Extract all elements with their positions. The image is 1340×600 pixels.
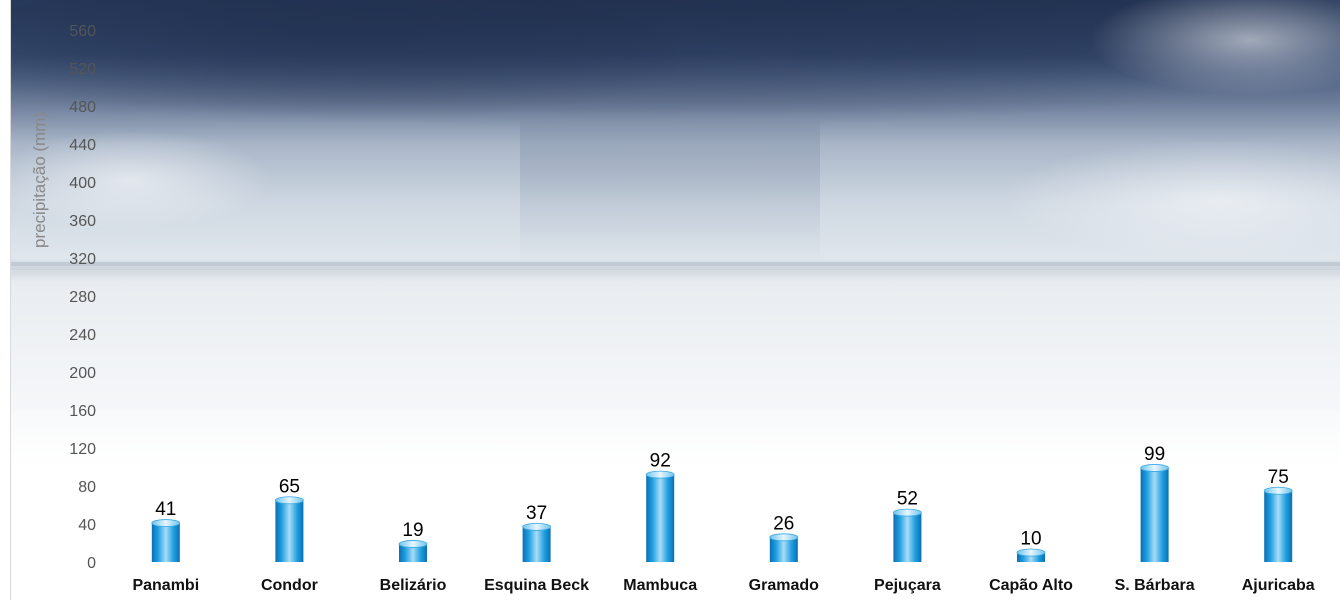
x-axis: Panambi Condor Belizário Esquina Beck Mambuc… <box>132 577 1314 594</box>
y-tick-label: 240 <box>69 327 96 344</box>
y-tick-label: 560 <box>69 23 96 40</box>
bar <box>1140 464 1169 562</box>
x-tick-label: Esquina Beck <box>484 577 589 594</box>
y-tick-label: 40 <box>78 517 96 534</box>
x-tick-label: Belizário <box>380 577 447 594</box>
x-tick-label: Mambuca <box>623 577 697 594</box>
y-tick-label: 120 <box>69 441 96 458</box>
bar <box>893 508 922 562</box>
data-label: 37 <box>526 503 547 524</box>
data-label: 10 <box>1020 529 1041 550</box>
y-tick-label: 0 <box>87 555 96 572</box>
y-tick-label: 480 <box>69 99 96 116</box>
y-tick-label: 520 <box>69 61 96 78</box>
y-tick-label: 80 <box>78 479 96 496</box>
x-tick-label: Pejuçara <box>874 577 941 594</box>
data-label: 52 <box>897 489 918 510</box>
data-label: 41 <box>155 499 176 520</box>
y-axis: 0 40 80 120 160 200 240 280 320 360 400 440 480 520 56… <box>69 23 96 572</box>
bar <box>1016 548 1046 562</box>
data-label: 26 <box>773 513 794 534</box>
x-tick-label: Condor <box>261 577 318 594</box>
bar <box>398 540 428 562</box>
x-axis-band <box>104 568 1340 600</box>
bar <box>769 533 799 562</box>
y-tick-label: 440 <box>69 137 96 154</box>
bar <box>1263 486 1293 562</box>
y-tick-label: 360 <box>69 213 96 230</box>
data-label: 65 <box>279 476 300 497</box>
y-tick-label: 320 <box>69 251 96 268</box>
x-tick-label: Ajuricaba <box>1242 577 1315 594</box>
y-tick-label: 400 <box>69 175 96 192</box>
data-labels: 41 65 19 37 92 26 52 10 99 75 <box>155 444 1289 550</box>
y-tick-label: 200 <box>69 365 96 382</box>
data-label: 75 <box>1268 467 1289 488</box>
y-axis-label: precipitação (mm) <box>30 112 49 248</box>
data-label: 92 <box>650 451 671 472</box>
left-margin <box>0 0 10 600</box>
bar <box>151 519 181 562</box>
bar <box>522 522 551 562</box>
bar <box>274 496 304 562</box>
data-label: 99 <box>1144 444 1165 465</box>
y-tick-label: 280 <box>69 289 96 306</box>
data-label: 19 <box>402 520 423 541</box>
y-tick-label: 160 <box>69 403 96 420</box>
bar <box>645 470 675 562</box>
x-tick-label: Panambi <box>132 577 199 594</box>
x-tick-label: Capão Alto <box>989 577 1073 594</box>
x-tick-label: Gramado <box>749 577 819 594</box>
x-tick-label: S. Bárbara <box>1115 577 1195 594</box>
bars <box>151 464 1293 562</box>
